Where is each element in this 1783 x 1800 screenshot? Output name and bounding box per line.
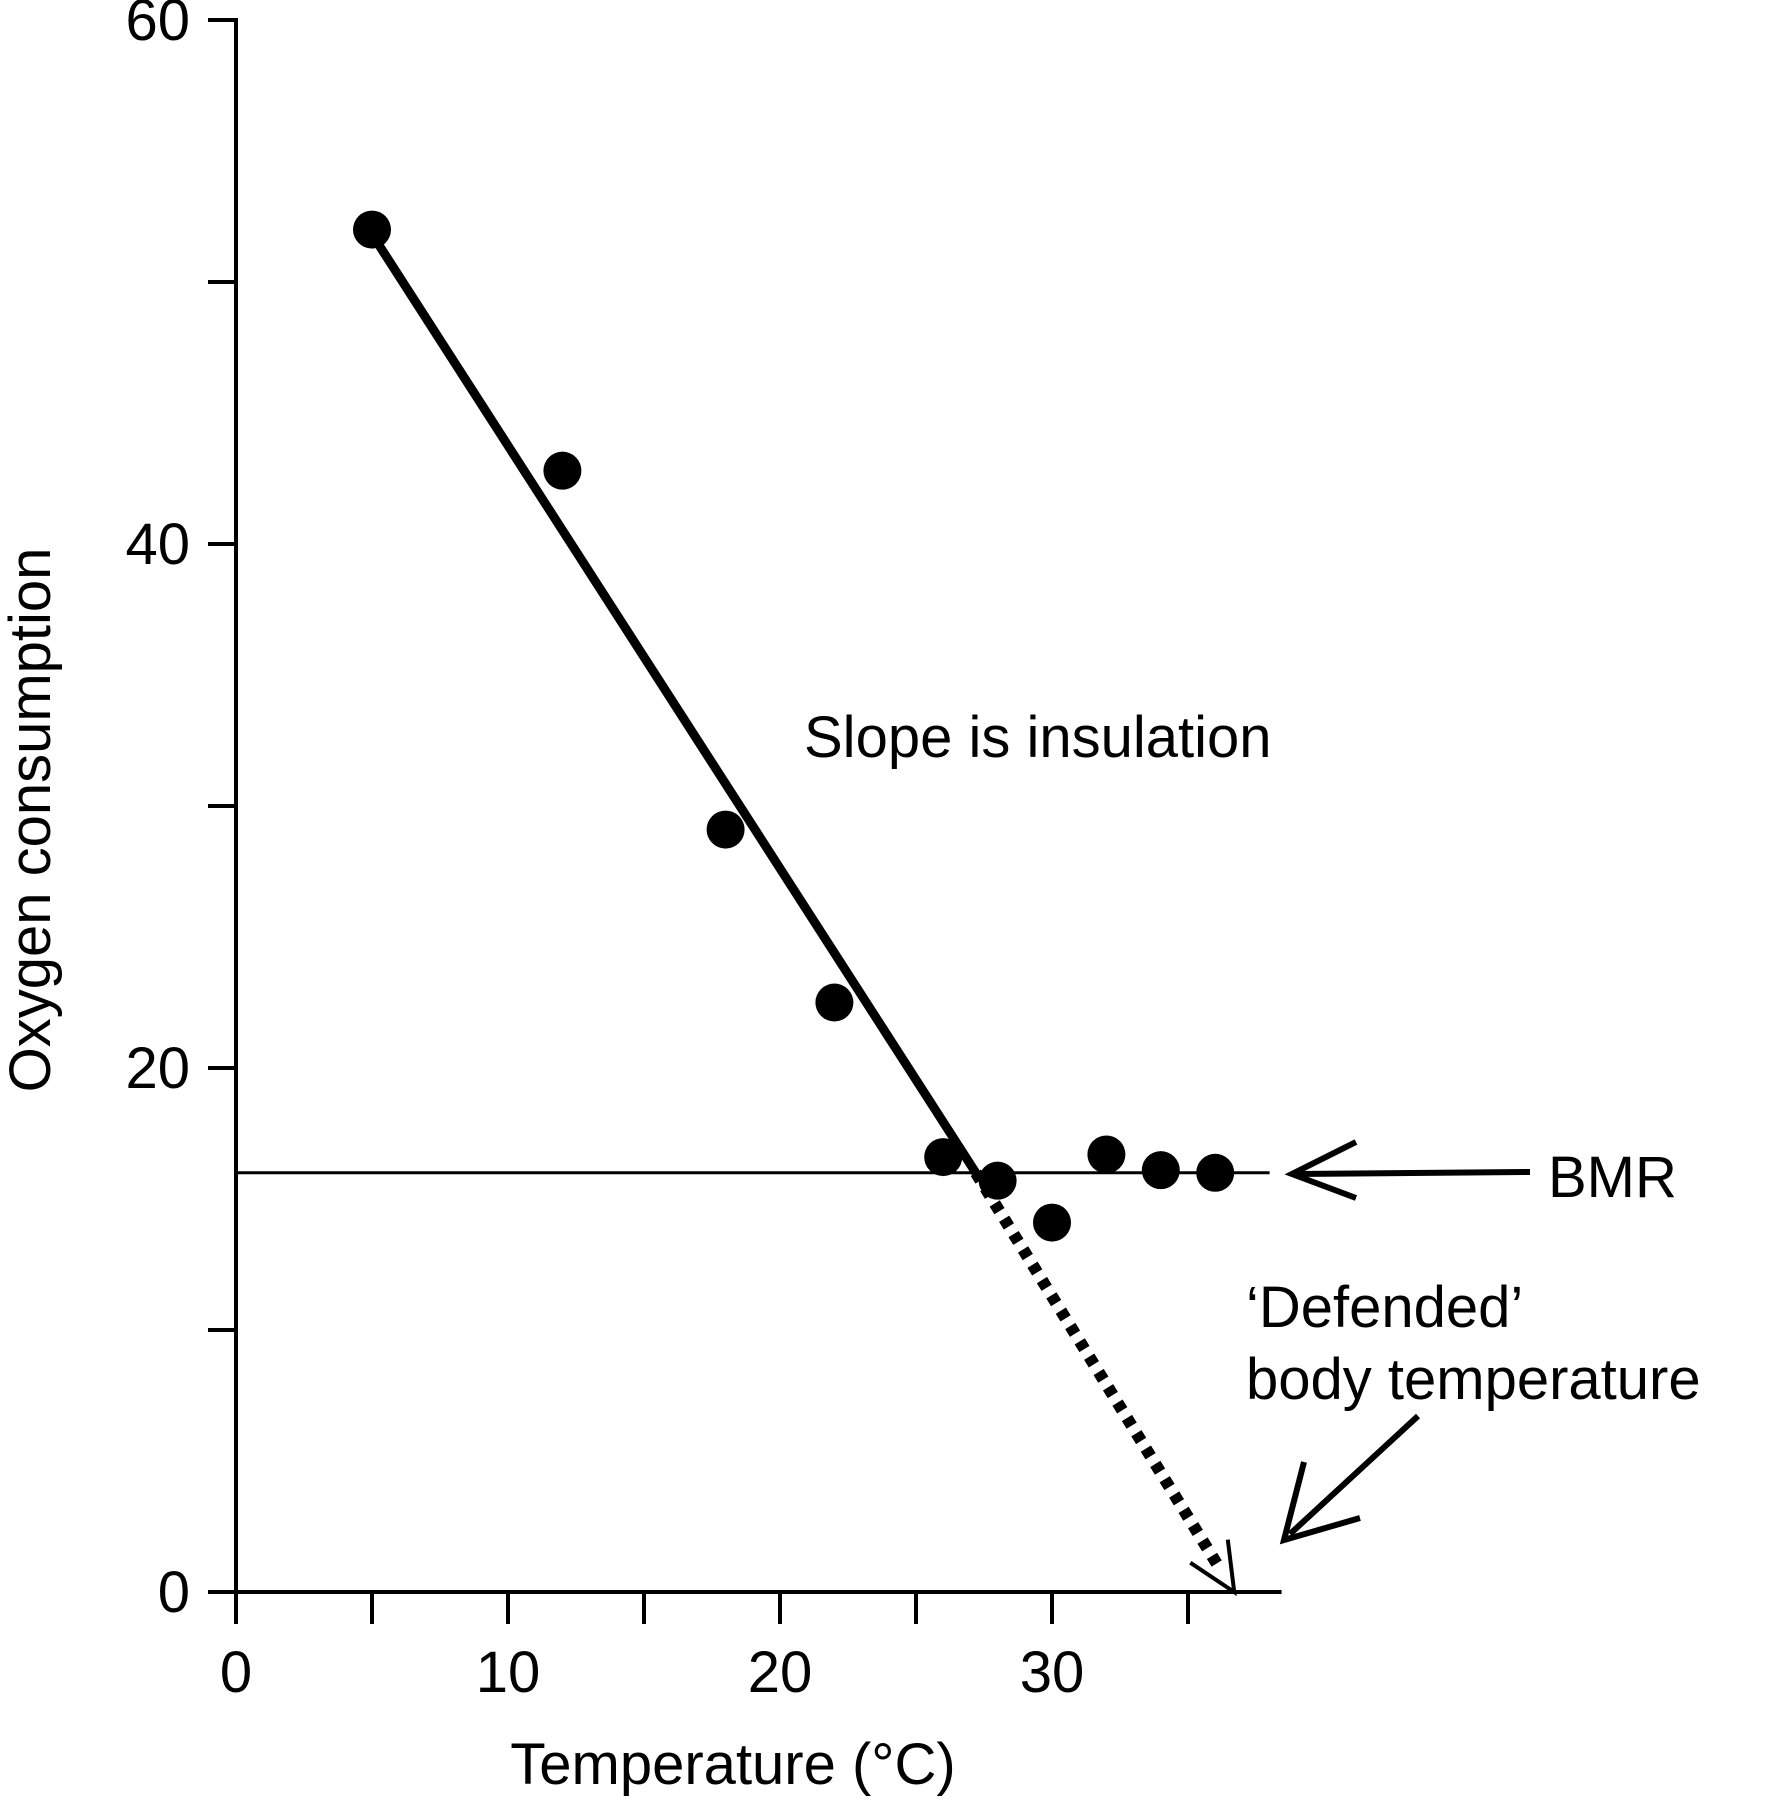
x-axis-title: Temperature (°C) xyxy=(510,1732,955,1797)
data-point xyxy=(978,1161,1017,1200)
x-tick-label: 0 xyxy=(220,1640,252,1705)
extrapolation-arrowhead xyxy=(1189,1539,1237,1597)
slope-annotation: Slope is insulation xyxy=(804,705,1272,770)
defended-arrow-icon xyxy=(1279,1413,1421,1545)
y-tick-label: 0 xyxy=(158,1560,190,1625)
y-tick-label: 60 xyxy=(125,0,190,53)
x-tick-label: 30 xyxy=(1020,1640,1085,1705)
data-points xyxy=(353,210,1235,1242)
bmr-arrow-icon xyxy=(1284,1139,1531,1201)
data-point xyxy=(1196,1153,1235,1192)
data-point xyxy=(1033,1203,1071,1242)
y-tick-label: 40 xyxy=(125,512,190,577)
y-axis-title: Oxygen consumption xyxy=(0,548,63,1093)
y-tick-label: 20 xyxy=(125,1036,190,1101)
data-point xyxy=(1087,1135,1126,1174)
y-ticks: 0 20 40 60 xyxy=(125,0,236,1625)
data-point xyxy=(543,451,582,490)
extrapolation-dotted-line xyxy=(970,1169,1224,1570)
data-point xyxy=(353,210,391,249)
bmr-label: BMR xyxy=(1548,1145,1677,1210)
axes: 0 10 20 30 0 20 40 60 xyxy=(125,0,1282,1705)
defended-label-line1: ‘Defended’ xyxy=(1246,1275,1523,1340)
data-point xyxy=(815,983,854,1022)
x-tick-label: 20 xyxy=(748,1640,813,1705)
data-point xyxy=(924,1138,963,1177)
x-ticks: 0 10 20 30 xyxy=(220,1592,1190,1705)
data-point xyxy=(706,810,745,849)
x-tick-label: 10 xyxy=(476,1640,541,1705)
regression-line xyxy=(373,240,980,1176)
data-point xyxy=(1141,1151,1180,1190)
defended-label-line2: body temperature xyxy=(1246,1347,1701,1412)
